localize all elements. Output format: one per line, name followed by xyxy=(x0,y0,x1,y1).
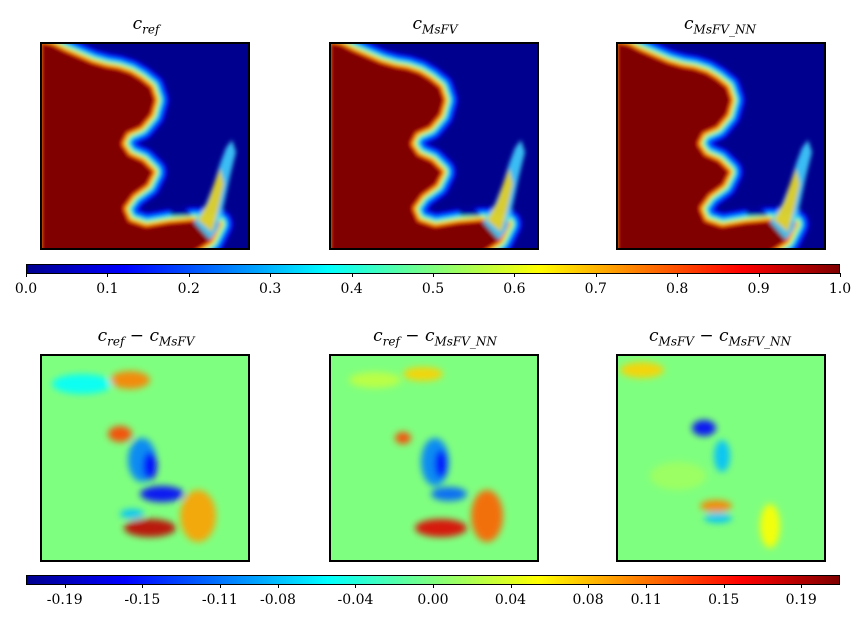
colorbar-tick-label: -0.04 xyxy=(337,592,374,608)
colorbar-tick-mark xyxy=(270,273,272,277)
colorbar-tick-label: -0.08 xyxy=(259,592,296,608)
colorbar-tick-mark xyxy=(723,584,725,588)
colorbar-tick-label: 0.04 xyxy=(494,592,527,608)
colorbar-tick-mark xyxy=(801,584,803,588)
panel-title-c-ref: cref xyxy=(132,14,160,37)
colorbar-tick-mark xyxy=(433,584,434,588)
colorbar-tick-mark xyxy=(514,273,516,277)
colorbar-tick-mark xyxy=(277,584,279,588)
colorbar-tick-label: 0.8 xyxy=(666,281,689,297)
heatmap-c-msfv-nn xyxy=(616,42,826,250)
heatmap-c-ref xyxy=(40,42,250,250)
panel-title-diff-msfv-msfv-nn: cMsFV − cMsFV_NN xyxy=(649,326,791,349)
colorbar-tick-mark xyxy=(26,273,27,277)
colorbar-tick-mark xyxy=(595,273,597,277)
colorbar-concentration-ticks: 0.0 0.1 0.2 0.3 0.4 0.5 0.6 0.7 0.8 0.9 1.0 xyxy=(15,273,851,297)
colorbar-tick-label: -0.11 xyxy=(201,592,238,608)
colorbar-difference-ticks: -0.19 -0.15 -0.11 -0.08 -0.04 0.00 0.04 0.08 0.1… xyxy=(26,584,840,608)
colorbar-tick-label: -0.15 xyxy=(124,592,161,608)
colorbar-tick-mark xyxy=(646,584,648,588)
colorbar-tick-mark xyxy=(355,584,357,588)
colorbar-tick-mark xyxy=(351,273,353,277)
colorbar-tick-label: -0.19 xyxy=(46,592,83,608)
panel-title-c-msfv-nn: cMsFV_NN xyxy=(684,14,756,37)
panel-title-c-msfv: cMsFV xyxy=(412,14,458,37)
concentration-field xyxy=(42,44,248,248)
colorbar-tick-label: 0.1 xyxy=(96,281,119,297)
difference-field xyxy=(42,356,248,560)
concentration-field xyxy=(618,44,824,248)
heatmap-diff-ref-msfv xyxy=(40,354,250,562)
colorbar-tick-label: 0.7 xyxy=(584,281,607,297)
colorbar-tick-label: 0.3 xyxy=(259,281,282,297)
colorbar-tick-label: 0.15 xyxy=(708,592,740,608)
colorbar-tick-label: 1.0 xyxy=(828,281,852,297)
heatmap-c-msfv xyxy=(329,42,539,250)
colorbar-tick-label: 0.6 xyxy=(503,281,526,297)
colorbar-tick-label: 0.5 xyxy=(421,281,445,297)
difference-field xyxy=(618,356,824,560)
panel-title-diff-ref-msfv: cref − cMsFV xyxy=(97,326,195,349)
colorbar-tick-label: 0.00 xyxy=(417,592,449,608)
colorbar-tick-mark xyxy=(64,584,66,588)
colorbar-tick-mark xyxy=(188,273,190,277)
heatmap-diff-ref-msfv-nn xyxy=(329,354,539,562)
colorbar-tick-label: 0.9 xyxy=(747,281,770,297)
colorbar-tick-label: 0.0 xyxy=(14,281,38,297)
colorbar-tick-label: 0.11 xyxy=(630,592,662,608)
colorbar-tick-mark xyxy=(142,584,144,588)
colorbar-tick-mark xyxy=(677,273,679,277)
colorbar-tick-mark xyxy=(510,584,512,588)
colorbar-tick-label: 0.4 xyxy=(340,281,363,297)
colorbar-tick-mark xyxy=(840,273,841,277)
panel-title-diff-ref-msfv-nn: cref − cMsFV_NN xyxy=(373,326,497,349)
concentration-field xyxy=(331,44,537,248)
colorbar-tick-mark xyxy=(588,584,590,588)
colorbar-tick-mark xyxy=(758,273,760,277)
colorbar-tick-label: 0.19 xyxy=(785,592,817,608)
colorbar-tick-mark xyxy=(219,584,221,588)
heatmap-diff-msfv-msfv-nn xyxy=(616,354,826,562)
difference-field xyxy=(331,356,537,560)
colorbar-tick-label: 0.08 xyxy=(572,592,604,608)
colorbar-tick-mark xyxy=(107,273,109,277)
colorbar-tick-mark xyxy=(433,273,434,277)
colorbar-tick-label: 0.2 xyxy=(177,281,200,297)
